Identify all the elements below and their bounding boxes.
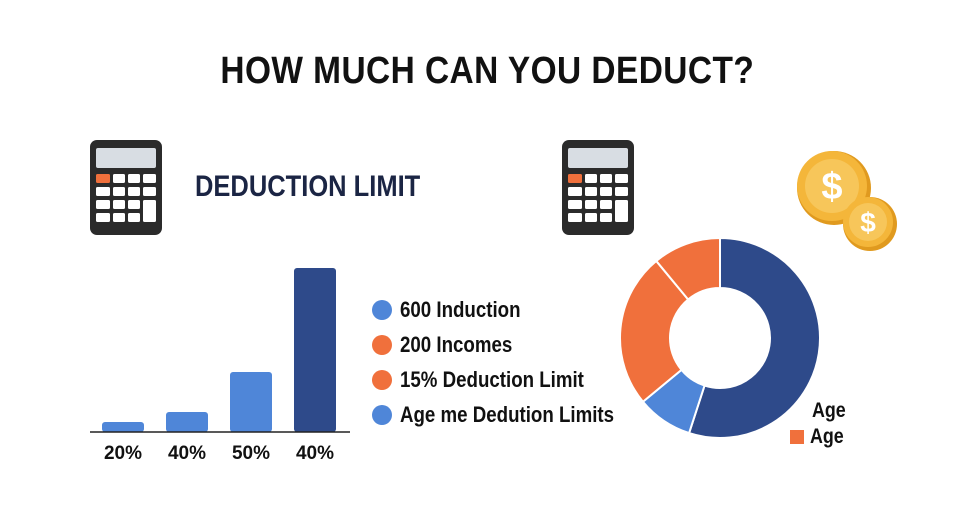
donut-legend-label: Age: [810, 425, 844, 448]
legend-swatch: [372, 299, 392, 320]
page-title: HOW MUCH CAN YOU DEDUCT?: [220, 50, 755, 92]
donut-slice-1: [687, 236, 821, 439]
bar-chart-legend: 600 Induction 200 Incomes 15% Deduction Li…: [372, 292, 652, 432]
calculator-icon: [562, 140, 634, 235]
deduction-bar-chart: 20% 40% 50% 40%: [90, 268, 350, 464]
bar-4: [294, 268, 336, 432]
donut-slice-3: [619, 259, 690, 404]
donut-legend-item: Age: [790, 424, 852, 450]
legend-swatch: [790, 430, 804, 444]
bar-3: [230, 372, 272, 432]
svg-text:$: $: [860, 207, 876, 238]
legend-item: 600 Induction: [372, 292, 652, 327]
legend-item: 200 Incomes: [372, 327, 652, 362]
legend-label: 200 Incomes: [400, 331, 513, 357]
legend-label: Age me Dedution Limits: [400, 401, 615, 427]
donut-legend: Age Age: [790, 398, 852, 450]
legend-swatch: [372, 404, 392, 425]
legend-item: Age me Dedution Limits: [372, 397, 652, 432]
deduction-donut-chart: [619, 236, 821, 439]
bar-2: [166, 412, 208, 432]
bar-tick-label: 40%: [168, 443, 206, 464]
legend-swatch: [372, 369, 392, 390]
donut-legend-item: Age: [790, 398, 852, 424]
bar-tick-label: 40%: [296, 443, 334, 464]
legend-item: 15% Deduction Limit: [372, 362, 652, 397]
donut-slice-4: [654, 236, 721, 301]
bar-1: [102, 422, 144, 432]
legend-label: 600 Induction: [400, 296, 521, 322]
calculator-icon: [90, 140, 162, 235]
svg-text:$: $: [821, 166, 842, 208]
bar-tick-label: 50%: [232, 443, 270, 464]
dollar-coins-icon: $ $: [797, 151, 897, 251]
legend-label: 15% Deduction Limit: [400, 366, 584, 392]
donut-legend-label: Age: [812, 399, 846, 422]
bar-tick-label: 20%: [104, 443, 142, 464]
legend-swatch: [372, 334, 392, 355]
section-title: DEDUCTION LIMIT: [195, 170, 421, 203]
